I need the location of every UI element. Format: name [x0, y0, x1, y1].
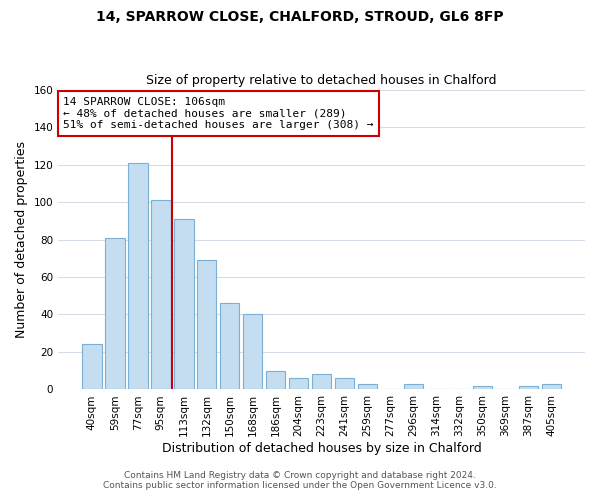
- Bar: [128, 162, 148, 390]
- Y-axis label: Number of detached properties: Number of detached properties: [15, 141, 28, 338]
- Text: 14, SPARROW CLOSE, CHALFORD, STROUD, GL6 8FP: 14, SPARROW CLOSE, CHALFORD, STROUD, GL6…: [96, 10, 504, 24]
- Bar: [197, 260, 217, 390]
- Bar: [518, 386, 538, 390]
- Bar: [82, 344, 101, 390]
- Text: Contains HM Land Registry data © Crown copyright and database right 2024.
Contai: Contains HM Land Registry data © Crown c…: [103, 470, 497, 490]
- Bar: [105, 238, 125, 390]
- Bar: [312, 374, 331, 390]
- Bar: [174, 219, 194, 390]
- Bar: [151, 200, 170, 390]
- X-axis label: Distribution of detached houses by size in Chalford: Distribution of detached houses by size …: [162, 442, 481, 455]
- Text: 14 SPARROW CLOSE: 106sqm
← 48% of detached houses are smaller (289)
51% of semi-: 14 SPARROW CLOSE: 106sqm ← 48% of detach…: [64, 97, 374, 130]
- Bar: [289, 378, 308, 390]
- Bar: [335, 378, 355, 390]
- Bar: [542, 384, 561, 390]
- Bar: [266, 370, 286, 390]
- Bar: [358, 384, 377, 390]
- Bar: [404, 384, 423, 390]
- Bar: [220, 303, 239, 390]
- Title: Size of property relative to detached houses in Chalford: Size of property relative to detached ho…: [146, 74, 497, 87]
- Bar: [243, 314, 262, 390]
- Bar: [473, 386, 492, 390]
